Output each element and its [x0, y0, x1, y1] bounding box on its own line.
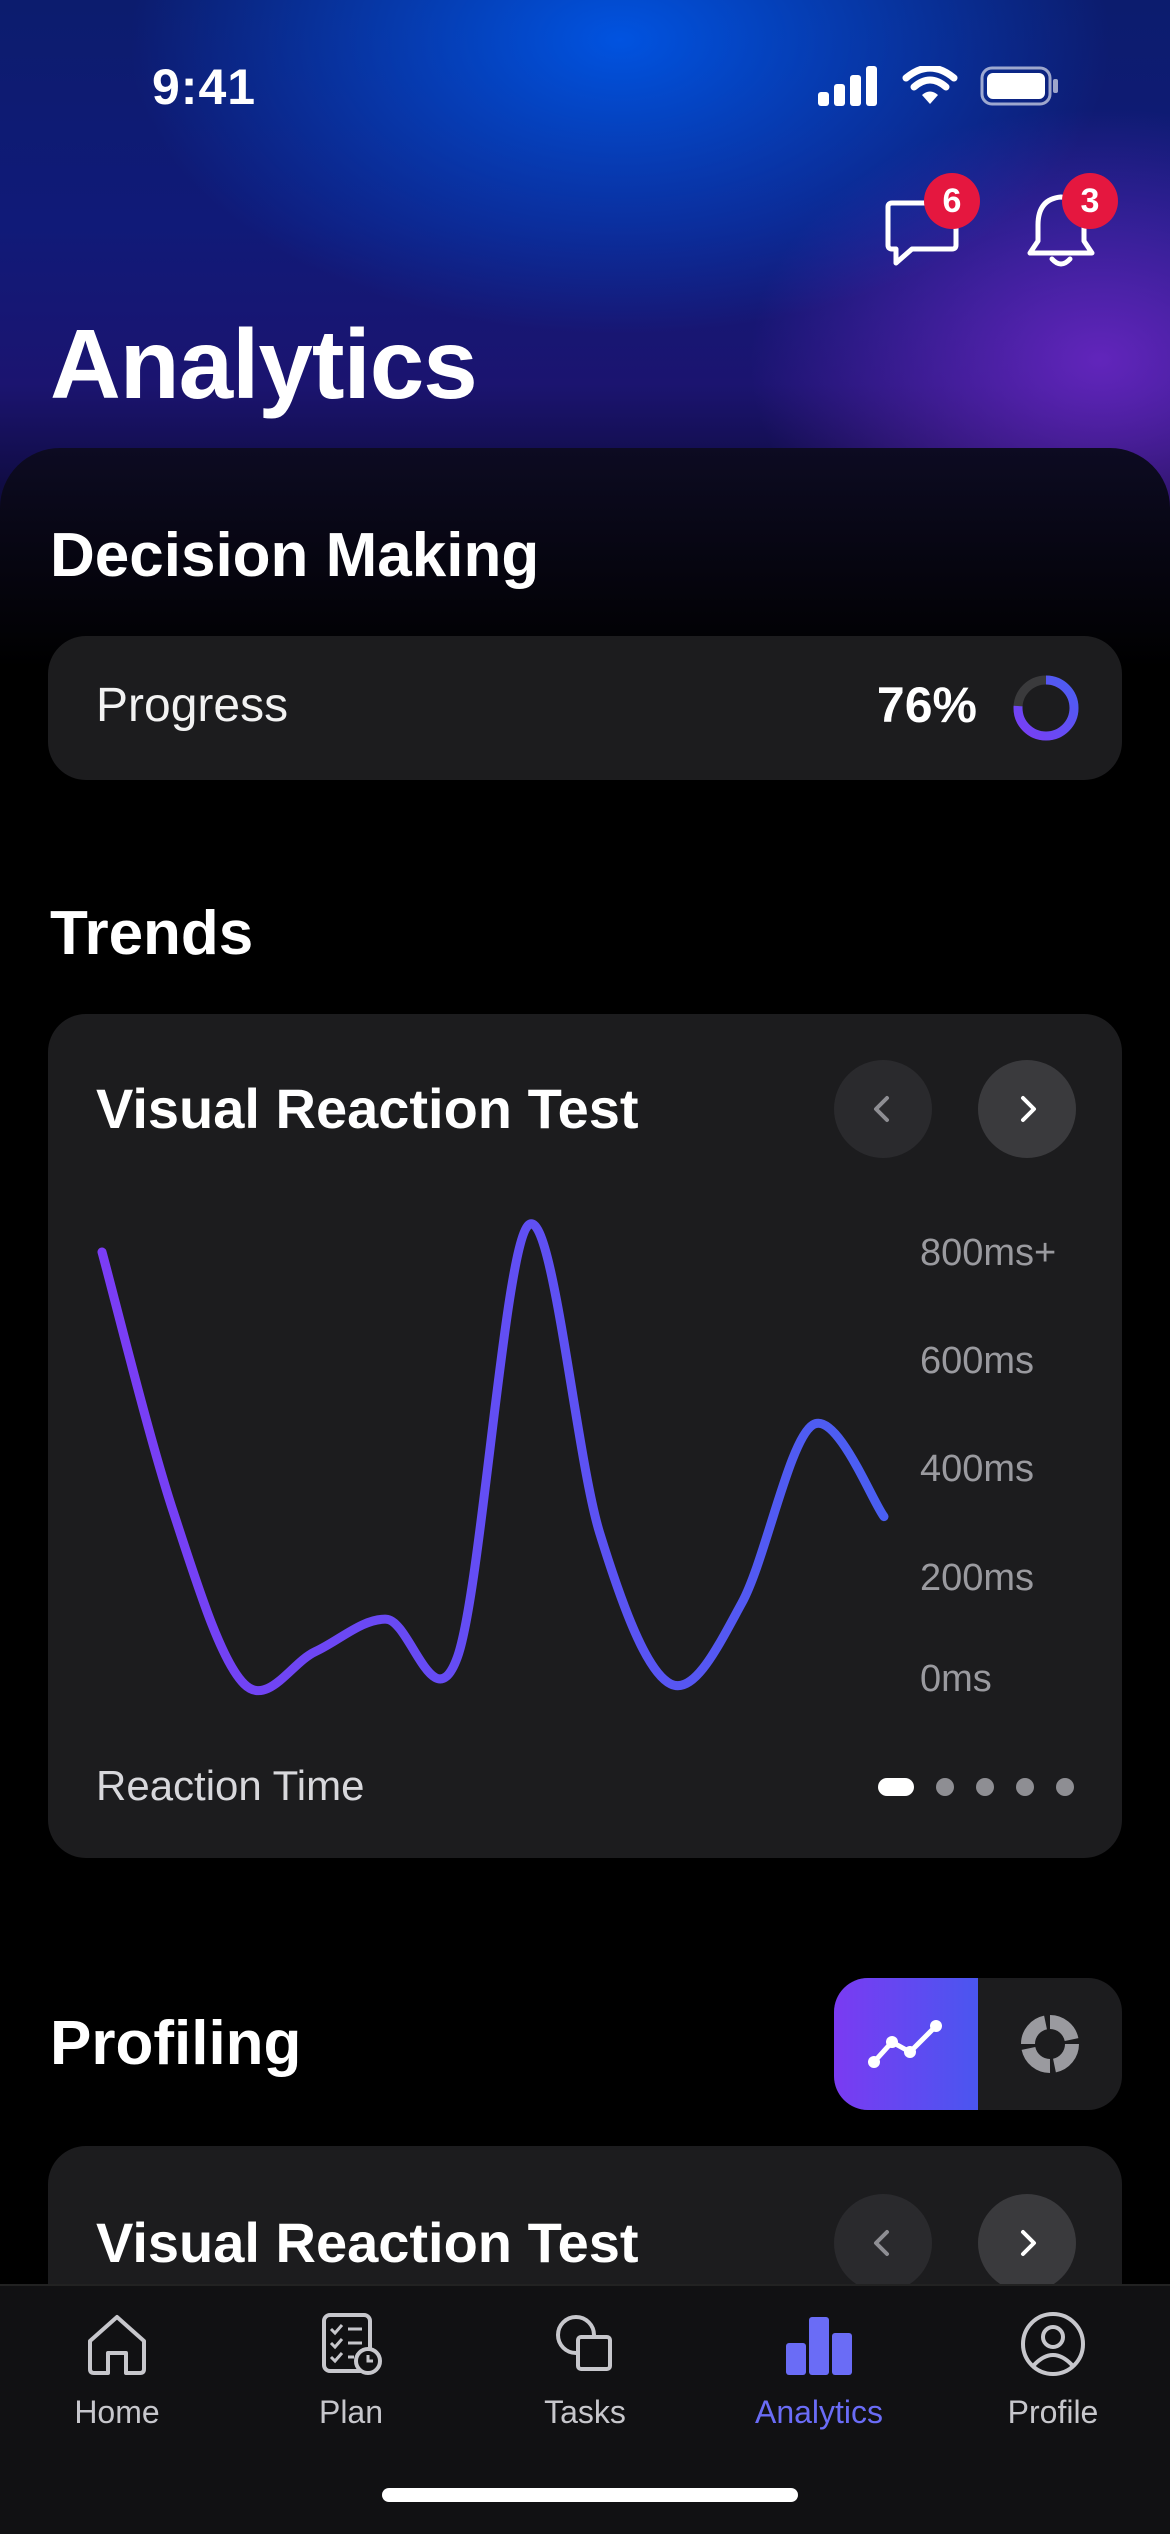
- page-dot[interactable]: [936, 1778, 954, 1796]
- y-tick-label: 800ms+: [920, 1232, 1057, 1274]
- chevron-right-icon: [1021, 2230, 1036, 2256]
- y-tick-label: 200ms: [920, 1557, 1035, 1599]
- notifications-button[interactable]: 3: [1016, 173, 1118, 275]
- y-tick-label: 400ms: [920, 1448, 1035, 1490]
- reaction-time-chart: [97, 1219, 889, 1696]
- profiling-previous-button[interactable]: [834, 2194, 932, 2292]
- y-tick-label: 600ms: [920, 1340, 1035, 1382]
- notifications-badge: 3: [1062, 173, 1118, 229]
- tab-home[interactable]: Home: [0, 2286, 234, 2486]
- progress-card[interactable]: Progress 76%: [48, 636, 1122, 780]
- tab-analytics[interactable]: Analytics: [702, 2286, 936, 2486]
- next-button[interactable]: [978, 1060, 1076, 1158]
- section-title-trends: Trends: [50, 899, 254, 968]
- chart-card-title: Visual Reaction Test: [96, 1077, 639, 1140]
- chevron-right-icon: [1021, 1096, 1036, 1122]
- battery-icon: [980, 66, 1058, 106]
- tab-tasks[interactable]: Tasks: [468, 2286, 702, 2486]
- progress-ring-icon: [1013, 675, 1079, 741]
- tab-profile[interactable]: Profile: [936, 2286, 1170, 2486]
- progress-value: 76%: [876, 677, 977, 733]
- tab-analytics-label: Analytics: [754, 2394, 884, 2430]
- chevron-left-icon: [874, 2230, 889, 2256]
- view-toggle[interactable]: [834, 1978, 1122, 2110]
- tab-profile-label: Profile: [1007, 2394, 1099, 2430]
- tab-plan[interactable]: Plan: [234, 2286, 468, 2486]
- profiling-next-button[interactable]: [978, 2194, 1076, 2292]
- tab-plan-label: Plan: [318, 2394, 384, 2430]
- tab-home-label: Home: [74, 2394, 160, 2430]
- wifi-icon: [902, 66, 958, 104]
- tasks-shapes-icon: [556, 2315, 612, 2371]
- previous-button[interactable]: [834, 1060, 932, 1158]
- donut-view-toggle[interactable]: [978, 1978, 1122, 2110]
- chevron-left-icon: [874, 1096, 889, 1122]
- analytics-bars-icon: [786, 2317, 852, 2375]
- chart-footer-label: Reaction Time: [96, 1762, 365, 1809]
- cellular-signal-icon: [818, 66, 877, 106]
- plan-checklist-icon: [322, 2313, 382, 2375]
- status-icons: [818, 66, 1060, 106]
- section-title-decision-making: Decision Making: [50, 521, 540, 590]
- page-dot[interactable]: [1056, 1778, 1074, 1796]
- home-indicator[interactable]: [382, 2488, 798, 2502]
- profile-icon: [1021, 2312, 1085, 2376]
- page-title: Analytics: [50, 309, 478, 419]
- profiling-card-title: Visual Reaction Test: [96, 2211, 639, 2274]
- page-dot[interactable]: [1016, 1778, 1034, 1796]
- tab-tasks-label: Tasks: [544, 2394, 626, 2430]
- page-indicator[interactable]: [878, 1778, 1074, 1796]
- section-title-profiling: Profiling: [50, 2009, 302, 2078]
- y-tick-label: 0ms: [920, 1658, 992, 1700]
- messages-badge: 6: [924, 173, 980, 229]
- page-dot[interactable]: [976, 1778, 994, 1796]
- line-chart-icon: [868, 2020, 942, 2068]
- progress-label: Progress: [96, 679, 289, 732]
- page-dot[interactable]: [878, 1778, 914, 1796]
- messages-button[interactable]: 6: [878, 173, 980, 275]
- status-time: 9:41: [152, 59, 257, 115]
- home-icon: [88, 2315, 146, 2375]
- donut-chart-icon: [1021, 2015, 1079, 2073]
- line-view-toggle[interactable]: [834, 1978, 978, 2110]
- trends-chart-card: Visual Reaction Test 800ms+ 600ms 400ms …: [48, 1014, 1122, 1858]
- series-line: [97, 1219, 889, 1696]
